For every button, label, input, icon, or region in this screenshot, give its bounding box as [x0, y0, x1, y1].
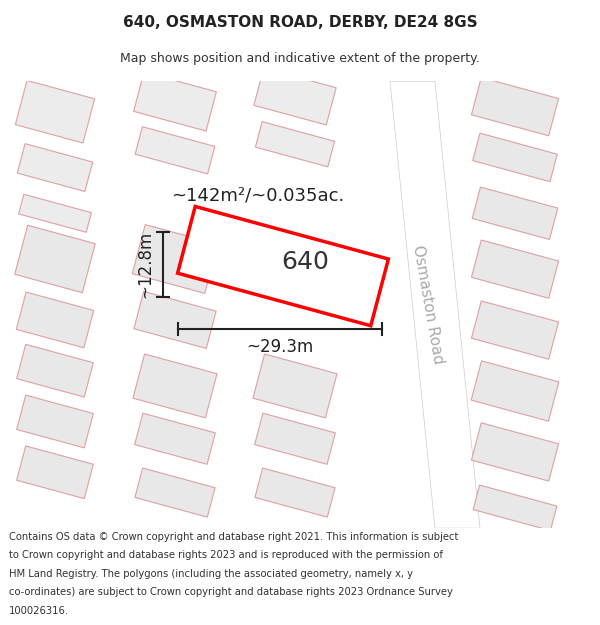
Polygon shape — [471, 361, 559, 421]
Text: ~12.8m: ~12.8m — [136, 231, 154, 298]
Polygon shape — [472, 187, 558, 239]
Polygon shape — [17, 446, 94, 499]
Text: HM Land Registry. The polygons (including the associated geometry, namely x, y: HM Land Registry. The polygons (includin… — [9, 569, 413, 579]
Polygon shape — [17, 344, 94, 397]
Polygon shape — [17, 144, 92, 191]
Text: co-ordinates) are subject to Crown copyright and database rights 2023 Ordnance S: co-ordinates) are subject to Crown copyr… — [9, 588, 453, 598]
Polygon shape — [15, 225, 95, 292]
Text: 100026316.: 100026316. — [9, 606, 69, 616]
Polygon shape — [134, 413, 215, 464]
Polygon shape — [390, 81, 480, 528]
Polygon shape — [135, 468, 215, 517]
Text: ~29.3m: ~29.3m — [247, 338, 314, 356]
Polygon shape — [473, 485, 557, 531]
Text: Contains OS data © Crown copyright and database right 2021. This information is : Contains OS data © Crown copyright and d… — [9, 532, 458, 542]
Polygon shape — [178, 206, 388, 326]
Polygon shape — [134, 72, 217, 131]
Text: to Crown copyright and database rights 2023 and is reproduced with the permissio: to Crown copyright and database rights 2… — [9, 551, 443, 561]
Polygon shape — [255, 468, 335, 517]
Polygon shape — [135, 127, 215, 174]
Polygon shape — [133, 224, 218, 293]
Text: Osmaston Road: Osmaston Road — [410, 244, 446, 366]
Polygon shape — [254, 413, 335, 464]
Polygon shape — [472, 301, 559, 359]
Polygon shape — [253, 354, 337, 418]
Polygon shape — [472, 240, 559, 298]
Polygon shape — [133, 354, 217, 418]
Polygon shape — [472, 422, 559, 481]
Text: ~142m²/~0.035ac.: ~142m²/~0.035ac. — [172, 186, 344, 204]
Text: 640, OSMASTON ROAD, DERBY, DE24 8GS: 640, OSMASTON ROAD, DERBY, DE24 8GS — [122, 15, 478, 30]
Polygon shape — [256, 122, 335, 167]
Polygon shape — [254, 68, 336, 125]
Polygon shape — [134, 291, 216, 348]
Polygon shape — [472, 78, 559, 136]
Polygon shape — [17, 395, 94, 448]
Polygon shape — [16, 81, 95, 143]
Polygon shape — [16, 292, 94, 348]
Polygon shape — [473, 133, 557, 182]
Polygon shape — [19, 194, 91, 232]
Text: 640: 640 — [281, 250, 329, 274]
Text: Map shows position and indicative extent of the property.: Map shows position and indicative extent… — [120, 52, 480, 65]
